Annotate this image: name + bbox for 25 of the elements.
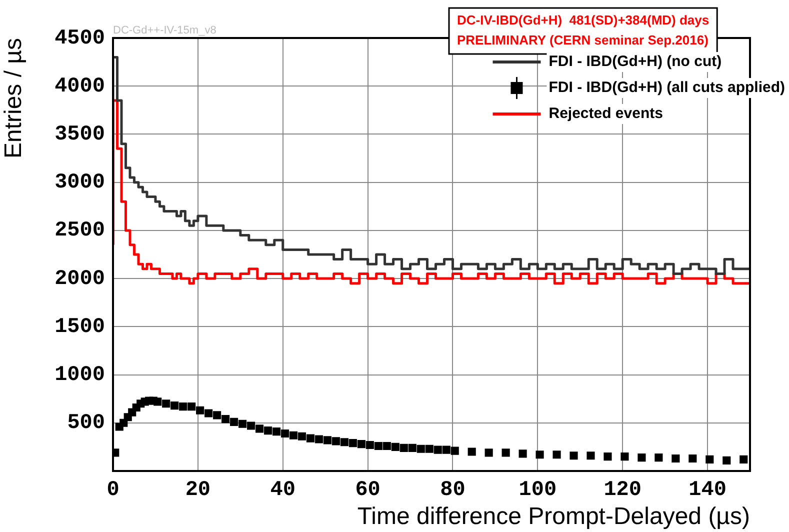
legend-label: FDI - IBD(Gd+H) (no cut) — [548, 53, 722, 70]
x-tick-label: 140 — [688, 478, 726, 502]
y-tick-label: 1500 — [54, 316, 105, 339]
x-tick-label: 100 — [518, 478, 557, 502]
text: DC-Gd++-IV-15m_v8 — [113, 24, 216, 37]
text: DC-IV-IBD(Gd+H) 481(SD)+384(MD) days — [457, 12, 710, 28]
x-tick-label: 120 — [604, 478, 642, 502]
x-tick-label: 40 — [270, 478, 296, 502]
y-tick-label: 4500 — [54, 27, 105, 50]
y-axis-title: Entries / µs — [0, 38, 28, 159]
x-tick-label: 0 — [106, 478, 120, 502]
x-tick-label: 60 — [355, 478, 380, 502]
y-tick-label: 3000 — [54, 172, 105, 195]
x-tick-label: 80 — [440, 478, 466, 502]
x-axis-title: Time difference Prompt-Delayed (µs) — [357, 503, 750, 530]
annotation: PRELIMINARY (CERN seminar Sep.2016) — [457, 32, 708, 48]
y-tick-label: 2000 — [54, 268, 105, 291]
y-tick-label: 500 — [67, 412, 105, 436]
y-tick-label: 3500 — [54, 124, 105, 147]
y-tick-label: 1000 — [54, 364, 105, 388]
y-tick-label: 2500 — [54, 220, 105, 243]
legend-label: Rejected events — [548, 105, 663, 122]
legend-label: FDI - IBD(Gd+H) (all cuts applied) — [548, 79, 786, 96]
y-tick-label: 4000 — [54, 75, 105, 98]
x-tick-label: 20 — [185, 478, 211, 502]
